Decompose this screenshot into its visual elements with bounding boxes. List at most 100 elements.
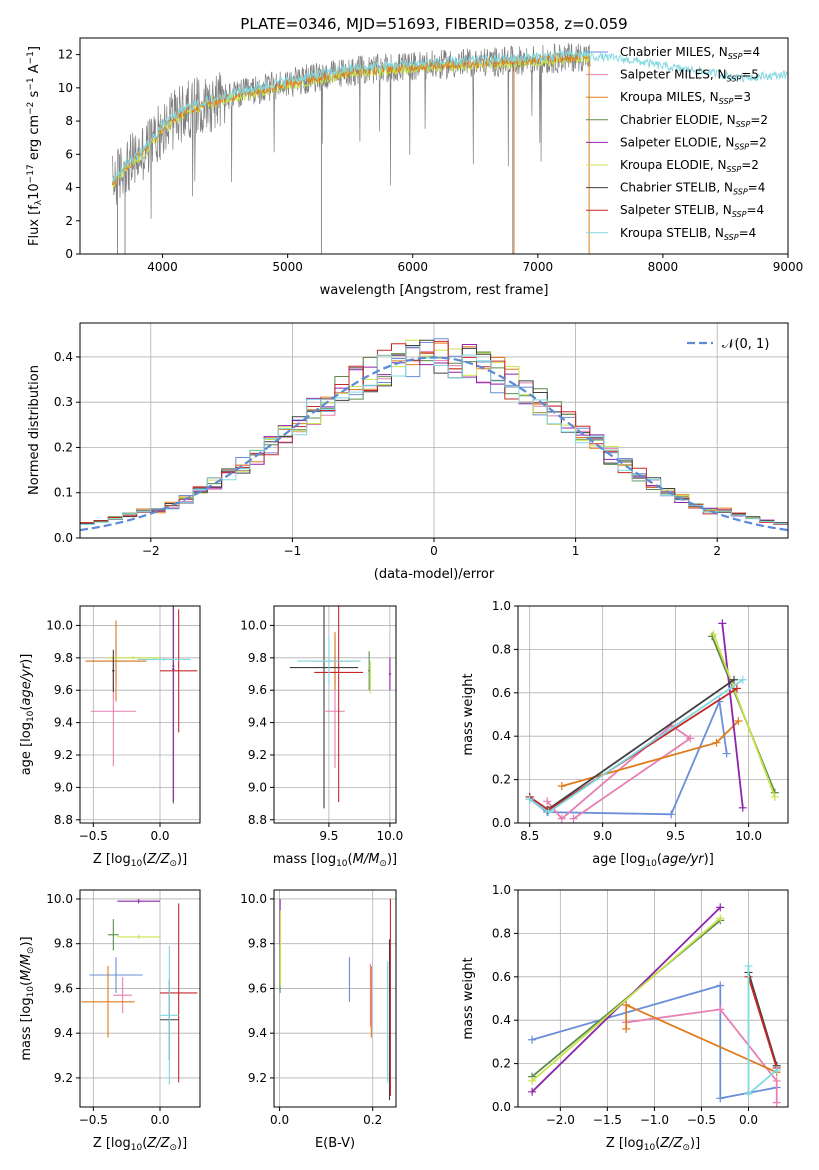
- point-marker: [738, 675, 747, 684]
- y-tick-label: 4: [65, 181, 73, 195]
- legend-eq: =5: [741, 68, 759, 82]
- y-tick-label: 9.2: [248, 748, 267, 762]
- legend-eq: =4: [746, 203, 764, 217]
- x-tick-label: −1.0: [640, 1113, 669, 1127]
- label-part: Z [log: [93, 852, 131, 867]
- label-part: ⊙: [26, 947, 36, 955]
- weight_vs_Z-panel: −2.0 −1.5 −1.0 −0.5 0.0 0.0 0.2 0.4 0.6 0.8 1.0 Z […: [461, 883, 789, 1153]
- legend-sub: SSP: [724, 233, 739, 242]
- legend-label: Salpeter MILES, NSSP=5: [620, 68, 759, 84]
- label-part: 10: [644, 1143, 656, 1153]
- label-part: mass [log: [19, 997, 34, 1060]
- point-marker: [622, 1001, 631, 1010]
- label-part: age/yr: [19, 662, 34, 705]
- label-part: ]: [27, 46, 42, 51]
- legend-sub: SSP: [732, 210, 747, 219]
- x-axis-label: wavelength [Angstrom, rest frame]: [320, 283, 549, 298]
- figure-title: PLATE=0346, MJD=51693, FIBERID=0358, z=0…: [240, 15, 627, 33]
- point-marker: [716, 903, 725, 912]
- legend-label: Salpeter ELODIE, NSSP=2: [620, 135, 767, 151]
- grid: [274, 890, 396, 1107]
- x-tick-label: 0.2: [363, 1113, 382, 1127]
- x-tick-label: 0.0: [739, 1113, 758, 1127]
- label-part: )]: [387, 852, 397, 867]
- y-tick-label: 2: [65, 214, 73, 228]
- label-part: (: [19, 981, 34, 986]
- x-axis-label: E(B-V): [315, 1136, 355, 1151]
- y-tick-label: 9.6: [248, 683, 267, 697]
- y-tick-label: 9.0: [248, 780, 267, 794]
- point-marker: [718, 619, 727, 628]
- point-marker: [738, 803, 747, 812]
- label-part: )]: [177, 852, 187, 867]
- label-part: λ: [34, 199, 44, 205]
- legend-sub: SSP: [734, 142, 749, 151]
- y-tick-label: 9.4: [54, 1026, 73, 1040]
- legend-eq: =4: [739, 226, 757, 240]
- label-part: −1: [26, 77, 36, 90]
- point-marker: [667, 810, 676, 819]
- label-part: 10: [27, 183, 42, 200]
- label-part: age/yr: [662, 852, 705, 867]
- y-tick-label: 0.3: [54, 395, 73, 409]
- y-tick-label: 0.4: [492, 729, 511, 743]
- x-tick-label: 10.0: [377, 829, 404, 843]
- grid: [518, 889, 788, 1108]
- x-tick-label: −0.5: [687, 1113, 716, 1127]
- point-marker: [525, 795, 534, 804]
- point-marker: [772, 1076, 781, 1085]
- axes-frame: 9.5 10.0 8.8 9.0 9.2 9.4 9.6 9.8 10.0: [240, 605, 404, 843]
- label-part: )]: [704, 852, 714, 867]
- y-tick-label: 10: [58, 81, 73, 95]
- label-part: Z [log: [606, 1136, 644, 1151]
- legend-text: Salpeter MILES, N: [620, 68, 727, 82]
- label-part: erg cm: [27, 115, 42, 164]
- x-tick-label: 2: [713, 544, 721, 558]
- point-marker: [730, 675, 738, 684]
- y-tick-label: 8: [65, 114, 73, 128]
- x-axis-label: Z [log10(Z/Z⊙)]: [93, 852, 187, 869]
- x-tick-label: 8000: [648, 260, 679, 274]
- point-marker: [544, 808, 553, 817]
- label-part: ⊙: [169, 1143, 177, 1153]
- residuals-panel: −2 −1 0 1 2 0.0 0.1 0.2 0.3 0.4 Normed distributio…: [27, 322, 789, 582]
- label-part: )]: [690, 1136, 700, 1151]
- x-axis-label: mass [log10(M/M⊙)]: [273, 852, 397, 869]
- series-line: [712, 633, 776, 798]
- x-axis-label: (data-model)/error: [374, 567, 495, 582]
- y-tick-label: 0.4: [492, 1013, 511, 1027]
- y-tick-label: 12: [58, 48, 73, 62]
- y-tick-label: 9.0: [54, 780, 73, 794]
- axes-frame: −2.0 −1.5 −1.0 −0.5 0.0 0.0 0.2 0.4 0.6 0.8 1.0: [492, 883, 789, 1127]
- point-marker: [686, 734, 695, 743]
- y-tick-label: 9.4: [248, 1026, 267, 1040]
- y-axis-label: Flux [fλ10−17 erg cm−2 s−1 A−1]: [26, 46, 44, 246]
- label-part: )]: [177, 1136, 187, 1151]
- legend-sub: SSP: [733, 188, 748, 197]
- label-part: 10: [26, 710, 36, 722]
- y-tick-label: 0.2: [492, 1057, 511, 1071]
- legend-label: Chabrier STELIB, NSSP=4: [620, 181, 765, 197]
- legend-sub: SSP: [719, 97, 734, 106]
- y-tick-label: 0.8: [492, 642, 511, 656]
- legend-eq: =3: [733, 90, 751, 104]
- point-marker: [744, 961, 753, 970]
- legend-label: 𝒩(0, 1): [722, 337, 769, 352]
- label-part: Z [log: [93, 1136, 131, 1151]
- label-part: M/M: [353, 852, 380, 867]
- point-marker: [716, 981, 725, 990]
- label-part: ⊙: [379, 859, 387, 869]
- x-tick-label: 10.0: [735, 829, 762, 843]
- model-spectrum: [112, 51, 591, 186]
- label-part: s: [27, 90, 42, 101]
- label-part: 10: [26, 986, 36, 998]
- y-tick-label: 0.0: [54, 531, 73, 545]
- x-tick-label: 6000: [397, 260, 428, 274]
- y-tick-label: 9.2: [54, 1071, 73, 1085]
- x-tick-label: 8.5: [520, 829, 539, 843]
- x-tick-label: 0.0: [150, 1113, 169, 1127]
- label-part: 10: [645, 859, 657, 869]
- series-line: [721, 623, 744, 808]
- label-part: age [log: [592, 852, 645, 867]
- legend-label: Chabrier MILES, NSSP=4: [620, 45, 760, 61]
